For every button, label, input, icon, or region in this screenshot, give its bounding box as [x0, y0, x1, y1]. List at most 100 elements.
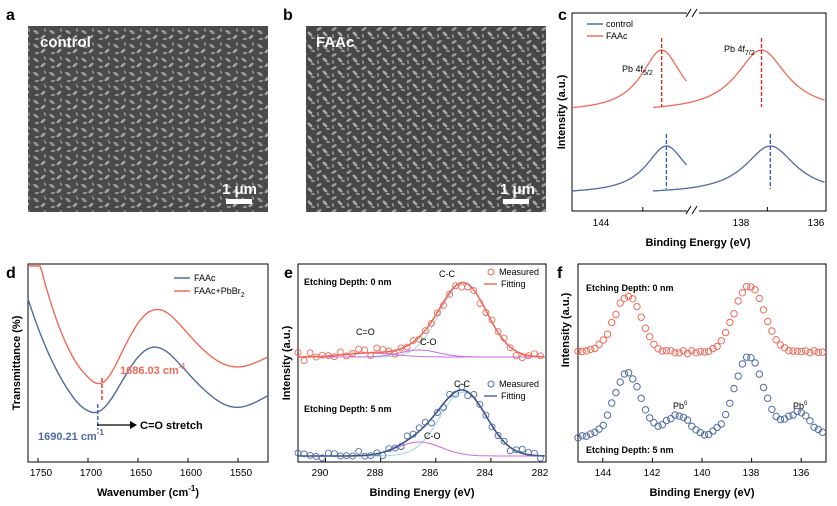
- subtitle-e-5nm: Etching Depth: 5 nm: [304, 404, 392, 414]
- data-point-f-1-42: [751, 359, 759, 367]
- data-point-f-0-8: [608, 318, 616, 327]
- data-point-f-0-32: [709, 344, 717, 353]
- data-point-f-0-13: [629, 295, 637, 303]
- measured-point-e-0-2: [306, 349, 314, 357]
- measured-point-e-1-18: [403, 432, 411, 440]
- plot-area-c: [571, 38, 827, 211]
- data-point-f-1-46: [768, 405, 776, 414]
- data-point-f-1-8: [608, 399, 616, 407]
- measured-point-e-1-34: [500, 437, 508, 445]
- tick-label-e-284: 284: [477, 468, 494, 479]
- component-e-1-0: [298, 391, 545, 457]
- measured-point-e-0-12: [367, 352, 375, 360]
- scale-bar-a: [226, 199, 252, 204]
- data-point-f-1-22: [667, 415, 675, 423]
- data-point-f-0-42: [751, 286, 759, 294]
- data-point-f-0-2: [582, 347, 591, 355]
- data-point-f-1-44: [759, 383, 768, 392]
- measured-point-e-0-15: [385, 347, 393, 355]
- spectrum-control-seg1: [652, 145, 825, 192]
- data-point-f-1-48: [776, 415, 785, 424]
- data-point-f-0-12: [624, 292, 633, 301]
- data-point-f-1-54: [802, 412, 810, 420]
- data-point-f-0-47: [772, 336, 780, 344]
- measured-point-e-0-9: [349, 350, 357, 357]
- data-point-f-1-24: [675, 412, 683, 420]
- data-point-f-1-43: [755, 370, 763, 378]
- data-point-f-0-37: [730, 310, 738, 318]
- data-point-f-1-0: [574, 434, 582, 442]
- data-point-f-1-30: [700, 431, 709, 439]
- data-point-f-1-36: [726, 399, 734, 407]
- data-point-f-1-23: [671, 411, 679, 419]
- measured-point-e-1-16: [391, 444, 399, 452]
- peak-label-cc-0nm: C-C: [439, 269, 455, 279]
- data-point-f-0-4: [591, 344, 599, 353]
- tick-label-f-142: 142: [644, 468, 661, 479]
- measured-point-e-0-24: [440, 301, 447, 309]
- data-point-f-0-38: [734, 297, 742, 305]
- data-point-f-1-19: [654, 422, 662, 430]
- tick-label-f-138: 138: [743, 468, 760, 479]
- panel-letter-b: b: [283, 7, 293, 24]
- data-point-f-0-5: [595, 340, 603, 349]
- data-point-f-0-55: [806, 348, 814, 357]
- measured-point-e-1-12: [367, 452, 375, 460]
- panel-c: c control FAAc Pb 4f5/2 Pb 4f7/2 144 138…: [556, 7, 827, 249]
- data-point-f-1-58: [818, 428, 827, 436]
- data-point-f-1-32: [709, 427, 717, 435]
- data-point-f-1-51: [789, 411, 797, 419]
- data-point-f-0-30: [700, 348, 709, 356]
- scale-bar-label-b: 1 μm: [500, 181, 535, 198]
- x-axis-label-f: Binding Energy (eV): [649, 487, 754, 499]
- data-point-f-0-17: [646, 333, 654, 341]
- data-point-f-0-43: [755, 294, 763, 303]
- data-point-f-1-9: [612, 388, 620, 397]
- measured-point-e-1-9: [349, 452, 357, 460]
- measured-point-e-1-17: [397, 443, 405, 450]
- tick-label-d-1650: 1650: [130, 468, 153, 479]
- data-point-f-0-56: [810, 347, 818, 355]
- measured-point-e-0-21: [421, 327, 429, 335]
- data-point-f-0-39: [738, 289, 747, 297]
- legend-label-control: control: [606, 19, 633, 29]
- measured-point-e-1-14: [379, 451, 387, 459]
- data-point-f-1-2: [582, 432, 591, 440]
- measured-point-e-1-20: [415, 424, 423, 432]
- data-point-f-1-40: [742, 353, 751, 361]
- measured-point-e-0-18: [403, 343, 411, 351]
- data-point-f-0-27: [688, 347, 696, 355]
- data-point-f-0-6: [599, 336, 607, 344]
- measured-point-e-0-34: [500, 334, 508, 342]
- scale-bar-b: [503, 199, 529, 204]
- sem-label-control: control: [40, 34, 91, 51]
- sem-image-faac: [306, 26, 546, 212]
- measured-point-e-0-3: [312, 353, 320, 361]
- measured-point-e-0-22: [427, 319, 435, 327]
- y-axis-label-f: Intensity (a.u.): [560, 292, 572, 367]
- panel-e: e Etching Depth: 0 nm Etching Depth: 5 n…: [281, 263, 549, 499]
- data-point-f-1-1: [578, 432, 586, 440]
- y-axis-label-d: Transmittance (%): [11, 315, 23, 410]
- data-point-f-1-52: [793, 407, 801, 416]
- tick-label-d-1700: 1700: [80, 468, 103, 479]
- data-point-f-0-22: [667, 347, 675, 355]
- data-point-f-0-52: [793, 347, 801, 355]
- measured-point-e-0-7: [336, 348, 344, 356]
- measured-point-e-1-26: [452, 390, 460, 398]
- data-point-f-0-57: [814, 348, 822, 357]
- panel-f: f Etching Depth: 0 nm Etching Depth: 5 n…: [557, 263, 827, 499]
- data-point-f-0-7: [603, 330, 612, 338]
- data-point-f-1-27: [688, 422, 696, 430]
- axis-break-mark-bottom: [685, 205, 698, 215]
- measured-point-e-1-33: [494, 432, 502, 439]
- y-axis-label-e: Intensity (a.u.): [281, 325, 293, 400]
- tick-label-d-1550: 1550: [230, 468, 253, 479]
- annotation-1686: 1686.03 cm-1: [120, 362, 186, 377]
- axis-break-mark-top: [685, 8, 698, 18]
- measured-point-e-0-1: [300, 357, 308, 365]
- data-point-f-0-21: [662, 347, 671, 355]
- spectrum-faac-seg1: [652, 49, 825, 109]
- data-point-f-1-7: [603, 411, 612, 419]
